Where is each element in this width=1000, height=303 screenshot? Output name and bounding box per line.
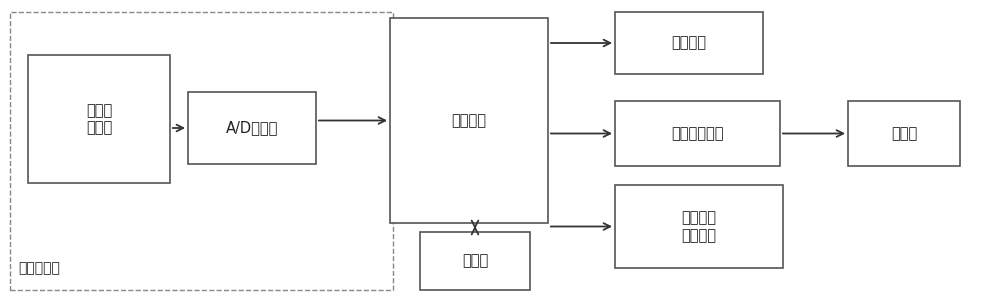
Bar [615,185,783,268]
Text: 加热器及
控制电路: 加热器及 控制电路 [682,210,716,243]
Bar [28,55,170,183]
Text: 加湿模块: 加湿模块 [672,35,706,51]
Text: 压缩机: 压缩机 [891,126,917,141]
Text: 制冷控制电路: 制冷控制电路 [671,126,724,141]
Bar [10,12,393,290]
Bar [615,12,763,74]
Text: 温湿度
传感器: 温湿度 传感器 [86,103,112,135]
Bar [848,101,960,166]
Text: 触摸屏: 触摸屏 [462,254,488,268]
Bar [390,18,548,223]
Text: 主控制器: 主控制器 [452,113,486,128]
Bar [420,232,530,290]
Text: A/D转换器: A/D转换器 [226,121,278,135]
Text: 传感器模块: 传感器模块 [18,261,60,275]
Bar [615,101,780,166]
Bar [188,92,316,164]
